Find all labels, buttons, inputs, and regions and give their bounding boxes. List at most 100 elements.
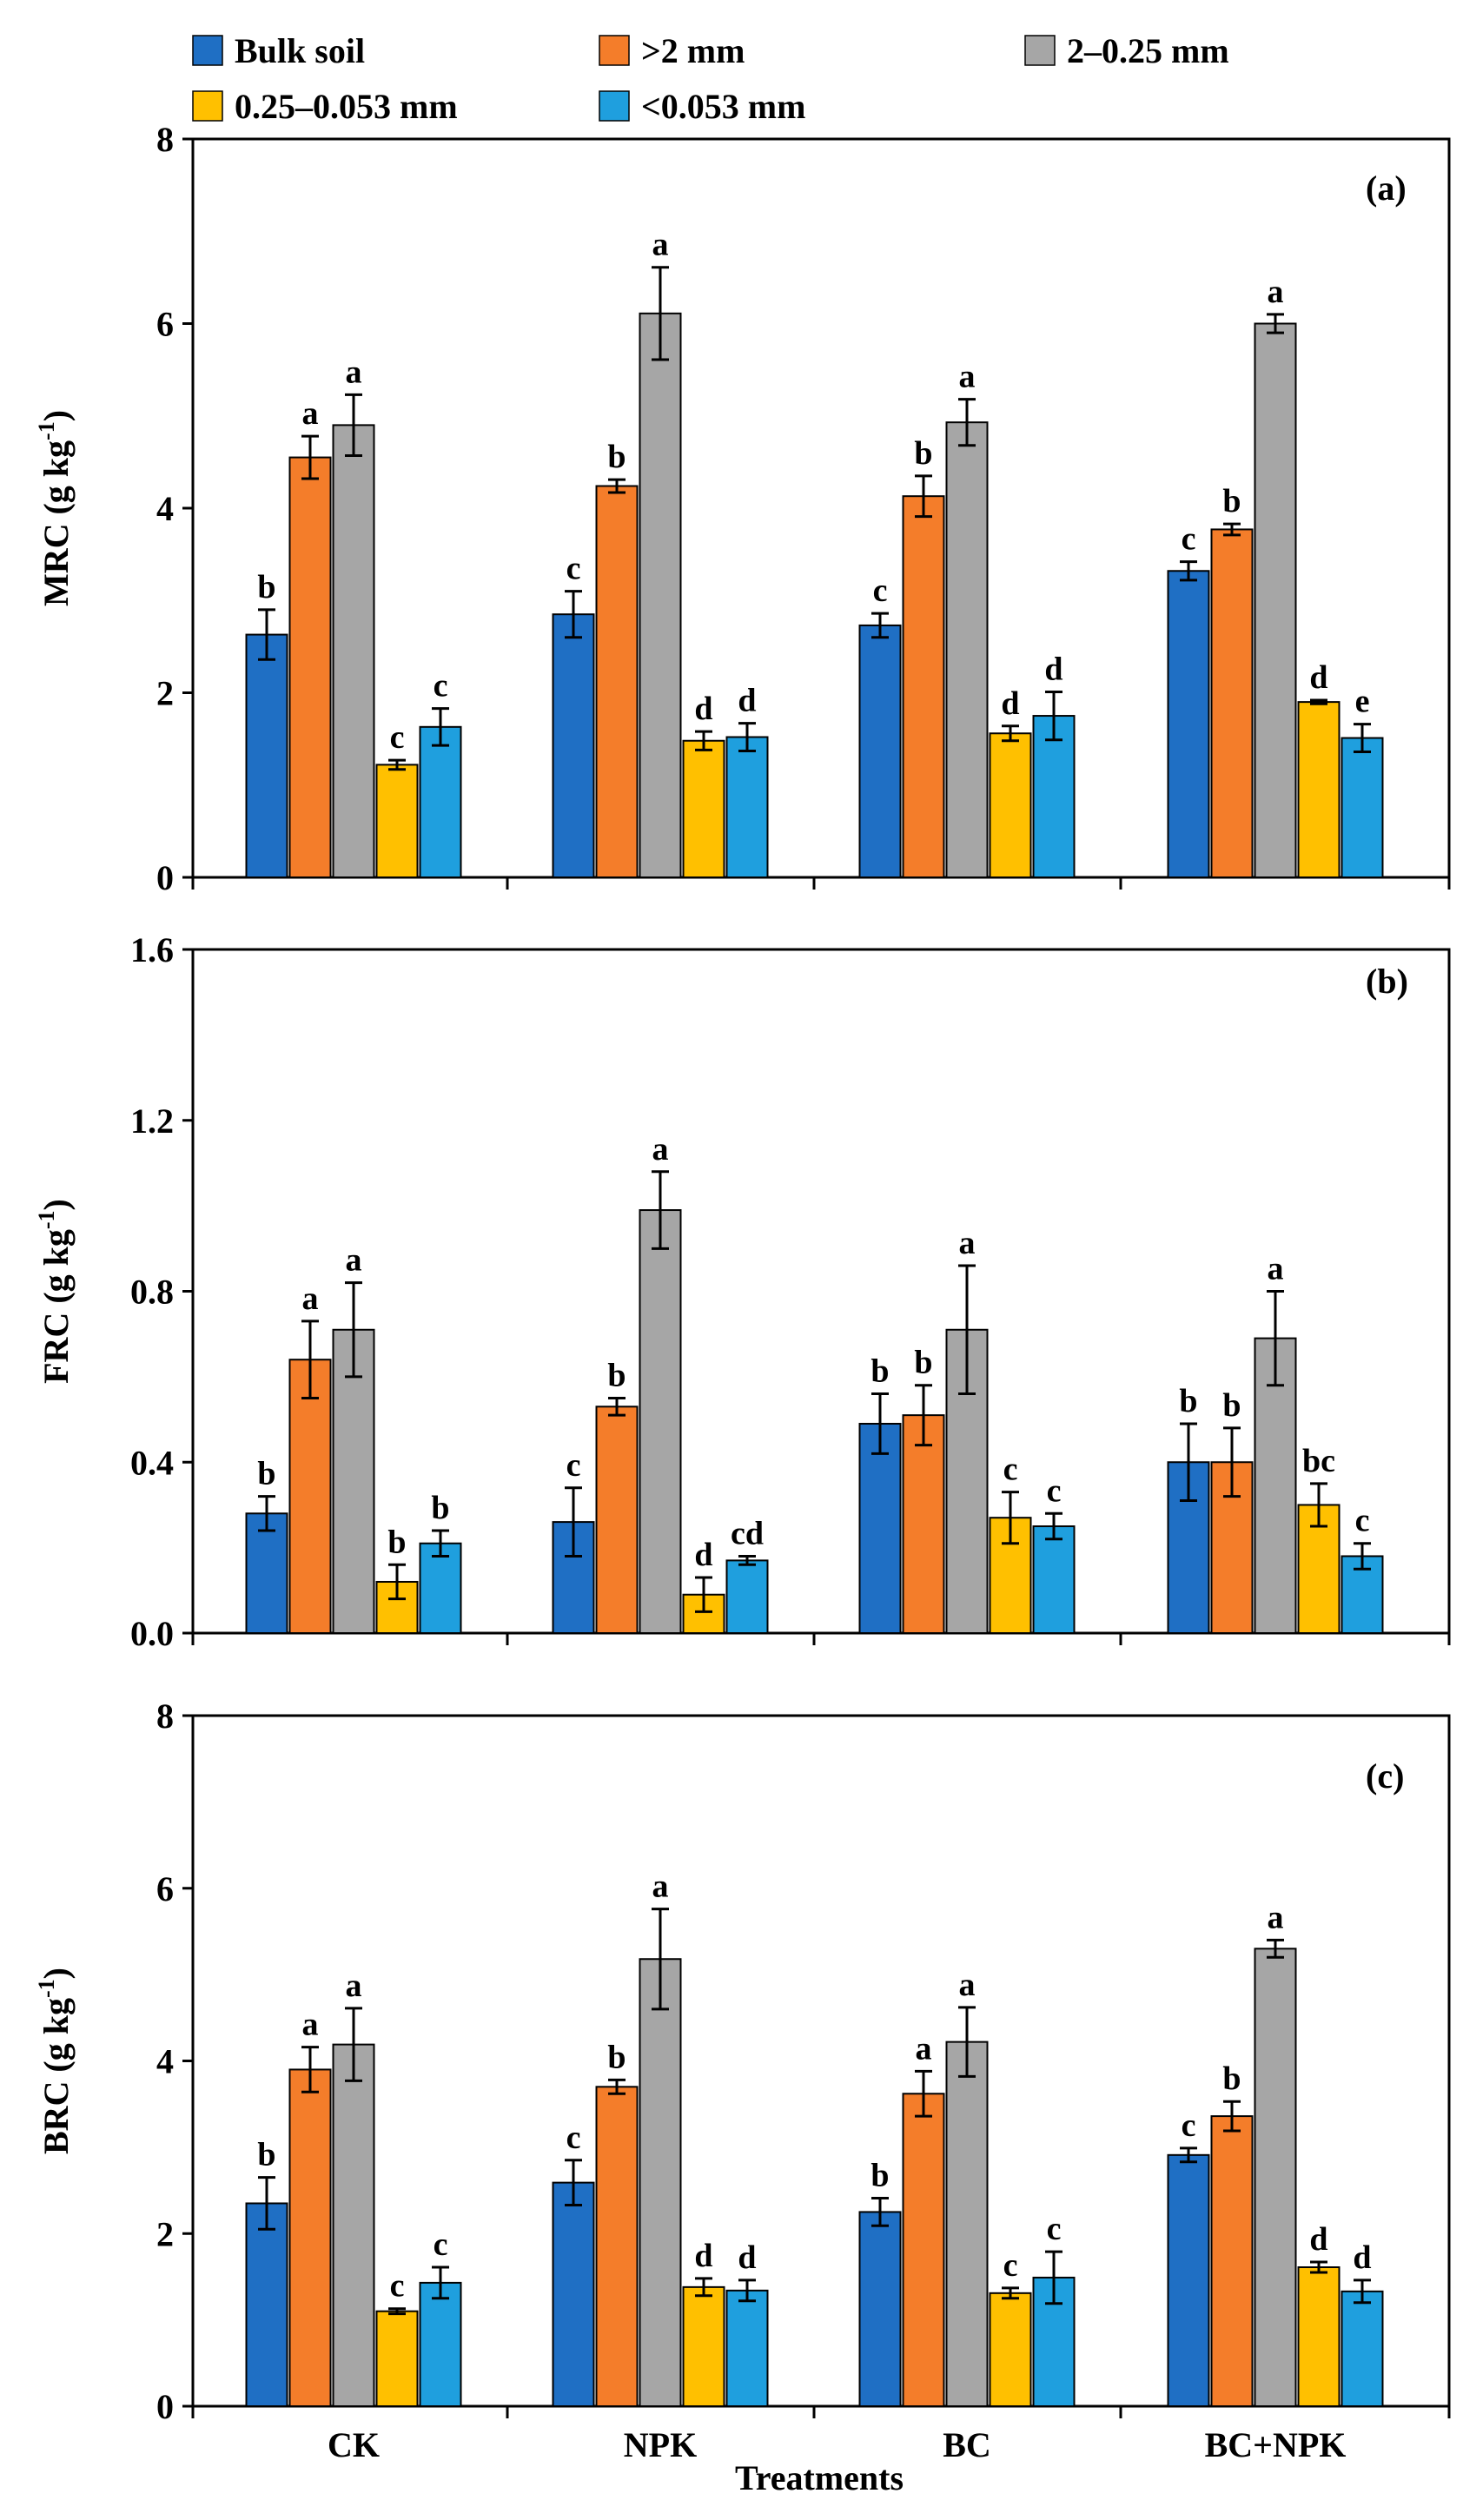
y-tick-label: 1.2 (130, 1101, 174, 1141)
significance-letter: a (302, 2007, 319, 2043)
bar (1032, 1525, 1076, 1634)
error-bar (1002, 724, 1019, 743)
significance-letter: a (1268, 1899, 1284, 1935)
legend-entry: >2 mm (599, 31, 745, 70)
error-bar (958, 398, 976, 447)
bar (989, 732, 1032, 878)
significance-letter: a (652, 1131, 669, 1167)
y-tick-label: 1.6 (130, 930, 174, 969)
bar (419, 2281, 462, 2408)
legend-label: >2 mm (641, 31, 745, 70)
significance-letter: a (346, 1968, 362, 2004)
legend-label: Bulk soil (235, 31, 365, 70)
error-bar (432, 2265, 449, 2300)
legend-swatch (192, 90, 223, 122)
error-bar (1267, 1938, 1284, 1959)
bar (1254, 1948, 1297, 2407)
significance-letter: d (1309, 659, 1327, 696)
bar (375, 764, 419, 878)
x-tick-label: CK (328, 2425, 380, 2464)
error-bar (388, 2307, 406, 2316)
error-bar (1045, 2250, 1062, 2305)
bar (1341, 2290, 1384, 2408)
significance-letter: d (738, 2239, 756, 2276)
bar (1341, 737, 1384, 878)
significance-letter: c (390, 719, 405, 756)
legend-swatch (599, 35, 630, 66)
legend-swatch (1024, 35, 1056, 66)
y-tick-label: 6 (156, 1869, 174, 1908)
bar (902, 2093, 945, 2407)
significance-letter: a (916, 2030, 932, 2067)
significance-letter: b (871, 2158, 889, 2194)
error-bar (652, 266, 669, 361)
legend: Bulk soil >2 mm 2–0.25 mm 0.25–0.053 mm <0.0… (192, 31, 1229, 126)
significance-letter: bc (1302, 1443, 1335, 1479)
error-bar (871, 1392, 889, 1455)
bar (332, 1328, 375, 1635)
bar (1297, 701, 1341, 878)
significance-letter: a (652, 227, 669, 263)
error-bar (871, 612, 889, 639)
legend-entry: Bulk soil (192, 31, 365, 70)
significance-letter: b (1179, 1383, 1197, 1419)
error-bar (608, 2078, 626, 2095)
significance-letter: c (1182, 2107, 1196, 2144)
error-bar (1354, 723, 1371, 753)
error-bar (1002, 2286, 1019, 2300)
y-tick-label: 4 (156, 489, 174, 528)
error-bar (608, 1396, 626, 1417)
legend-swatch (599, 90, 630, 122)
significance-letter: a (959, 1225, 976, 1261)
error-bar (1267, 1290, 1284, 1387)
significance-letter: c (1047, 1472, 1062, 1509)
significance-letter: c (434, 668, 448, 704)
significance-letter: b (871, 1353, 889, 1390)
bar (682, 2285, 725, 2408)
legend-swatch (192, 35, 223, 66)
significance-letter: c (1047, 2211, 1062, 2247)
bar (552, 613, 595, 878)
error-bar (301, 434, 319, 480)
significance-letter: d (694, 1537, 712, 1573)
error-bar (915, 2069, 932, 2118)
error-bar (695, 2277, 712, 2298)
bar (639, 1958, 682, 2408)
panel-label: (b) (1366, 962, 1408, 1001)
bar (1210, 528, 1254, 878)
bar (332, 424, 375, 878)
y-tick-label: 8 (156, 1697, 174, 1736)
significance-letter: b (914, 1345, 932, 1381)
significance-letter: cd (731, 1515, 764, 1551)
error-bar (345, 2007, 362, 2082)
significance-letter: b (257, 569, 275, 605)
bar (725, 1559, 769, 1634)
y-tick-label: 0 (156, 2387, 174, 2426)
significance-letter: c (1182, 521, 1196, 558)
bar (245, 633, 288, 878)
significance-letter: a (346, 1242, 362, 1279)
significance-letter: b (257, 1456, 275, 1492)
bar (419, 725, 462, 878)
error-bar (871, 2197, 889, 2227)
significance-letter: c (390, 2268, 405, 2305)
error-bar (1180, 1422, 1197, 1503)
error-bar (388, 1563, 406, 1601)
bar (1254, 1337, 1297, 1634)
error-bar (565, 2159, 582, 2206)
error-bar (1002, 1491, 1019, 1545)
significance-letter: c (566, 551, 581, 587)
error-bar (1045, 1511, 1062, 1541)
bar (595, 2086, 639, 2407)
y-tick-label: 8 (156, 120, 174, 159)
y-tick-label: 0 (156, 858, 174, 897)
legend-entry: 2–0.25 mm (1024, 31, 1229, 70)
bar (945, 2040, 989, 2407)
legend-entry: <0.053 mm (599, 87, 805, 126)
bar (902, 1414, 945, 1635)
significance-letter: b (387, 1524, 406, 1560)
